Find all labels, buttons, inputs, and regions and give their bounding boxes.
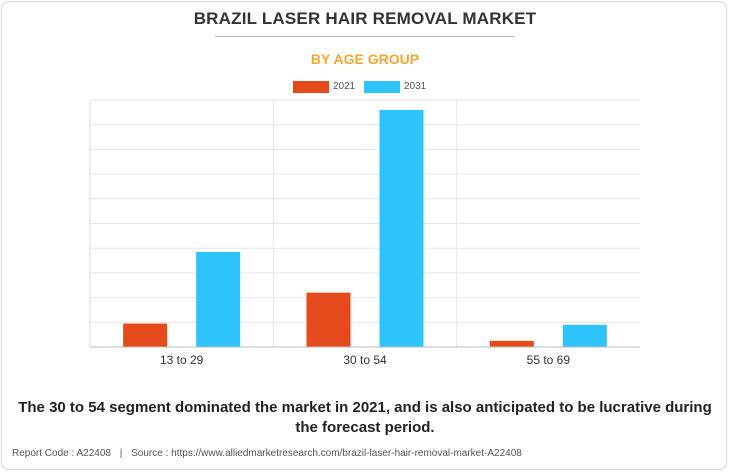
legend-label-2031: 2031 xyxy=(404,81,427,92)
chart-title: BRAZIL LASER HAIR REMOVAL MARKET xyxy=(193,9,537,28)
x-tick-label: 13 to 29 xyxy=(160,353,204,367)
bar-2021-55-to-69 xyxy=(489,340,534,347)
bar-2031-30-to-54 xyxy=(379,109,424,347)
legend-label-2021: 2021 xyxy=(333,81,356,92)
bar-2031-55-to-69 xyxy=(562,324,607,347)
bar-2031-13-to-29 xyxy=(196,251,241,347)
legend: 2021 2031 xyxy=(0,79,730,95)
report-code: Report Code : A22408 xyxy=(12,448,111,459)
bar-chart: 13 to 29 30 to 54 55 to 69 xyxy=(89,99,640,367)
legend-swatch-2021 xyxy=(293,81,329,93)
footer-separator: | xyxy=(119,448,123,459)
legend-swatch-2031 xyxy=(364,81,400,93)
x-tick-label: 55 to 69 xyxy=(527,353,571,367)
title-divider xyxy=(215,36,515,37)
chart-subtitle: BY AGE GROUP xyxy=(310,51,420,67)
source-link[interactable]: Source : https://www.alliedmarketresearc… xyxy=(131,448,522,459)
bar-2021-13-to-29 xyxy=(123,323,168,347)
x-tick-label: 30 to 54 xyxy=(343,353,387,367)
footer: Report Code : A22408 | Source : https://… xyxy=(12,448,522,459)
bar-2021-30-to-54 xyxy=(306,292,351,347)
summary-headline: The 30 to 54 segment dominated the marke… xyxy=(18,399,712,436)
